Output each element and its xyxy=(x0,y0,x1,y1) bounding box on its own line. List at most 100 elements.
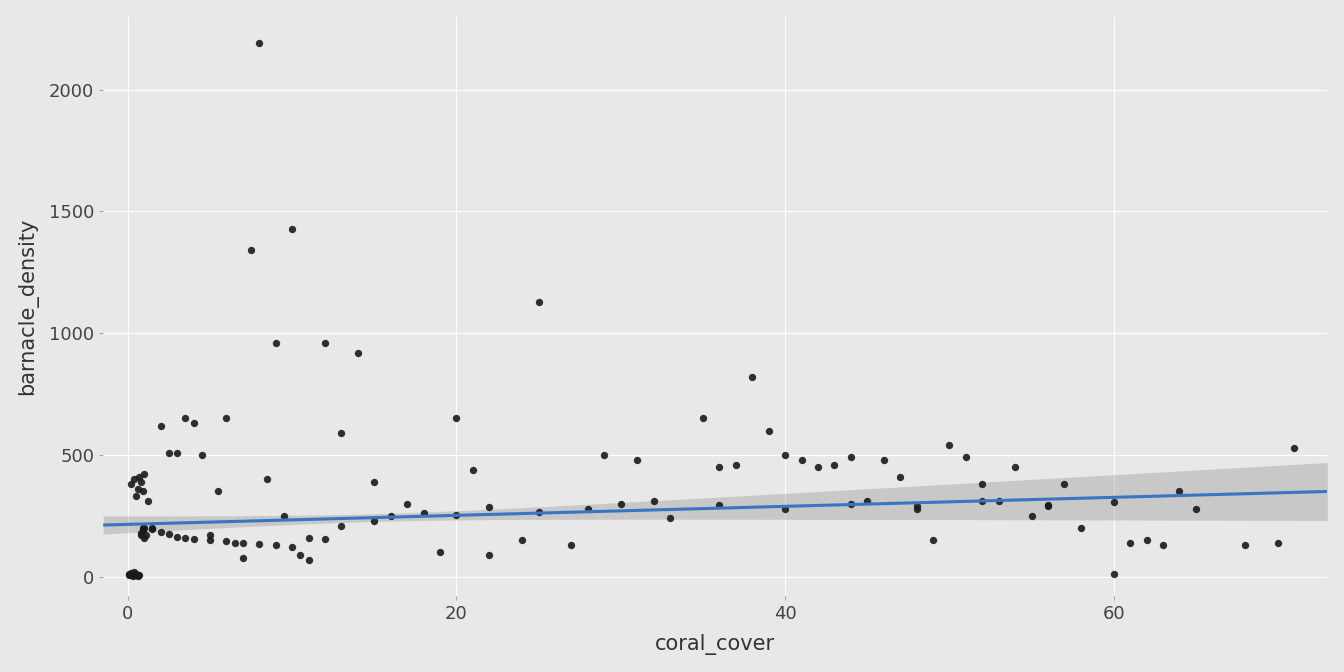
Point xyxy=(265,540,286,550)
Point xyxy=(124,566,145,577)
Point xyxy=(1103,497,1125,508)
Point xyxy=(281,542,302,553)
Point xyxy=(708,499,730,510)
Point xyxy=(1103,569,1125,580)
Point xyxy=(808,462,829,472)
Point xyxy=(125,569,146,580)
Point xyxy=(1284,442,1305,453)
Point xyxy=(956,452,977,463)
Point xyxy=(233,537,254,548)
Point xyxy=(478,502,500,513)
Point xyxy=(972,496,993,507)
Point xyxy=(708,462,730,472)
Point xyxy=(124,474,145,485)
Point xyxy=(774,450,796,460)
Point xyxy=(758,425,780,436)
Point xyxy=(1152,540,1173,550)
Point xyxy=(642,496,664,507)
Point xyxy=(249,538,270,549)
Point xyxy=(289,550,310,560)
Point xyxy=(938,440,960,451)
Point xyxy=(137,496,159,507)
Point xyxy=(790,454,812,465)
Point xyxy=(429,547,450,558)
Point xyxy=(1054,479,1075,490)
Point xyxy=(1136,535,1157,546)
Point xyxy=(265,337,286,348)
Point xyxy=(121,479,142,490)
Point xyxy=(132,523,153,534)
Point xyxy=(141,524,163,535)
Point xyxy=(129,472,151,482)
Point xyxy=(363,476,384,487)
Point xyxy=(528,507,550,517)
Point xyxy=(125,570,146,581)
Point xyxy=(215,413,237,424)
Point xyxy=(191,450,212,460)
Point xyxy=(241,245,262,256)
Point xyxy=(577,503,598,514)
Point xyxy=(126,484,148,495)
Point xyxy=(224,537,246,548)
Point xyxy=(132,486,153,497)
Point xyxy=(446,509,468,520)
Point xyxy=(314,534,336,544)
Point xyxy=(413,508,434,519)
Point xyxy=(124,569,145,579)
Point xyxy=(610,499,632,509)
Point xyxy=(972,479,993,490)
Point xyxy=(125,491,146,502)
Point xyxy=(136,530,157,541)
Point xyxy=(151,526,172,537)
Point xyxy=(273,511,294,521)
Point xyxy=(199,535,220,546)
Point xyxy=(1070,523,1091,534)
Point xyxy=(774,503,796,514)
Point xyxy=(331,520,352,531)
Point xyxy=(660,513,681,523)
Point xyxy=(363,515,384,526)
Point xyxy=(183,418,204,429)
Point xyxy=(1038,499,1059,510)
Point xyxy=(130,530,152,541)
Point xyxy=(314,337,336,348)
Point xyxy=(175,413,196,424)
Point xyxy=(281,223,302,234)
Point xyxy=(133,532,155,543)
Point xyxy=(121,568,142,579)
Point xyxy=(380,511,402,521)
Point xyxy=(626,454,648,465)
Point xyxy=(233,553,254,564)
Point xyxy=(890,472,911,482)
Point xyxy=(347,347,368,358)
Point xyxy=(159,447,180,458)
Point xyxy=(118,569,140,580)
Point xyxy=(856,496,878,507)
Point xyxy=(126,570,148,581)
Point xyxy=(132,525,153,536)
Point xyxy=(118,570,140,581)
Point xyxy=(988,496,1009,507)
Point xyxy=(462,464,484,475)
Point xyxy=(906,501,927,511)
Point xyxy=(840,499,862,509)
Point xyxy=(906,503,927,514)
Point xyxy=(922,535,943,546)
Point xyxy=(126,571,148,581)
Point xyxy=(298,554,320,565)
Point xyxy=(528,296,550,307)
Point xyxy=(742,372,763,382)
Point xyxy=(874,454,895,465)
Point xyxy=(199,530,220,541)
Point xyxy=(446,413,468,424)
Point xyxy=(167,447,188,458)
Y-axis label: barnacle_density: barnacle_density xyxy=(16,218,38,395)
Point xyxy=(133,523,155,534)
Point xyxy=(1004,462,1025,472)
Point xyxy=(207,486,228,497)
Point xyxy=(183,534,204,544)
Point xyxy=(1120,537,1141,548)
Point xyxy=(824,460,845,470)
Point xyxy=(840,452,862,463)
Point xyxy=(724,460,746,470)
